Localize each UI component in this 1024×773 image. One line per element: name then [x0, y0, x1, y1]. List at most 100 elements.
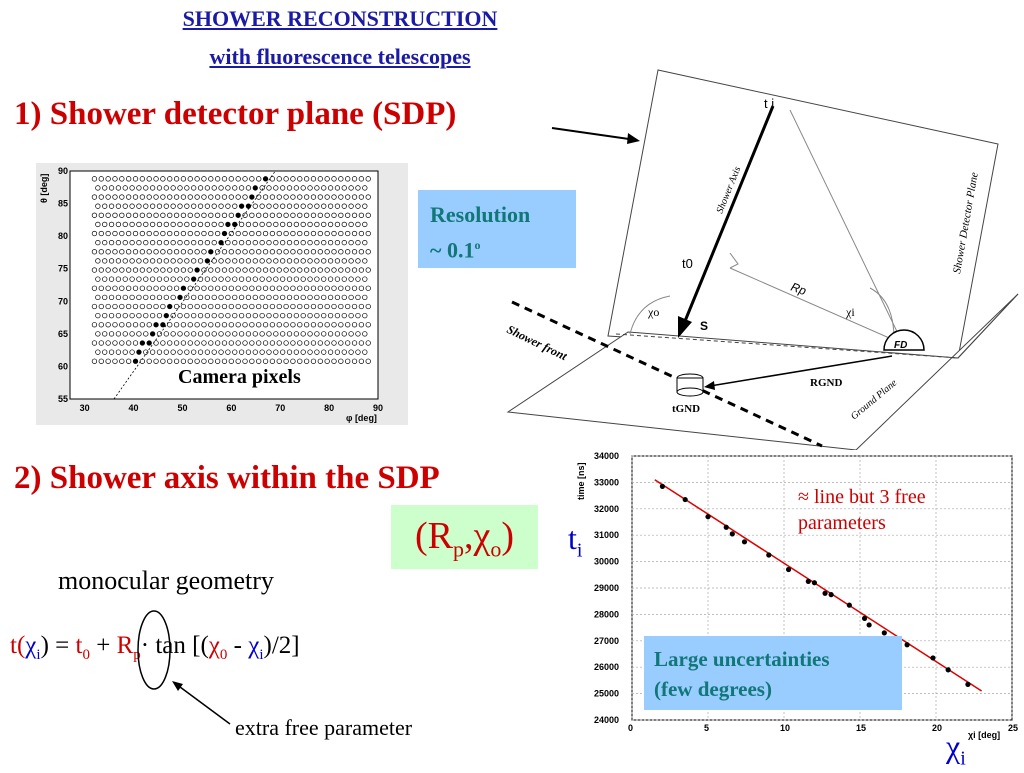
- camera-pixel: [204, 221, 211, 228]
- camera-pixel: [283, 194, 289, 200]
- camera-pixel: [194, 322, 200, 328]
- camera-pixel: [211, 294, 217, 301]
- ground-detector-icon: [676, 373, 704, 397]
- camera-pixel: [218, 185, 224, 191]
- camera-pixel: [262, 322, 269, 328]
- camera-pixel: [136, 258, 142, 264]
- camera-pixel: [201, 176, 207, 182]
- camera-pixel: [139, 322, 146, 328]
- free-parameter-marker: [137, 610, 231, 725]
- camera-pixel: [95, 203, 101, 209]
- camera-pixel: [321, 203, 327, 209]
- camera-pixel: [235, 176, 241, 182]
- camera-pixel: [122, 276, 128, 282]
- camera-pixel: [238, 294, 245, 301]
- diagram-tgnd: tGND: [672, 403, 700, 415]
- camera-pixel: [256, 212, 262, 218]
- camera-pixel: [358, 358, 365, 364]
- camera-y-tick: 85: [58, 199, 68, 209]
- camera-pixel: [191, 312, 197, 319]
- camera-pixel: [245, 185, 252, 191]
- camera-pixel: [276, 285, 282, 291]
- camera-pixel: [314, 294, 320, 301]
- camera-pixel: [341, 221, 347, 228]
- camera-pixel: [324, 194, 330, 200]
- camera-pixel: [102, 185, 108, 191]
- camera-pixel: [180, 358, 187, 364]
- camera-pixel: [180, 322, 187, 328]
- camera-pixel: [197, 331, 204, 337]
- camera-pixel: [310, 249, 317, 255]
- camera-pixel: [348, 331, 354, 337]
- time-plot-y-tick: 27000: [594, 636, 619, 646]
- params-box: (Rp,χo): [391, 505, 538, 569]
- camera-pixel: [156, 349, 163, 355]
- camera-pixel: [108, 276, 115, 282]
- camera-pixel: [334, 221, 341, 228]
- camera-pixel: [112, 249, 118, 255]
- camera-pixel: [91, 249, 98, 255]
- camera-pixel: [122, 221, 128, 228]
- camera-pixel: [184, 258, 190, 264]
- camera-pixel: [173, 303, 180, 310]
- camera-pixel: [280, 203, 286, 209]
- camera-pixel: [112, 358, 118, 364]
- camera-pixel: [163, 258, 169, 264]
- camera-pixel: [98, 176, 104, 182]
- camera-pixel: [242, 358, 248, 364]
- slide-subtitle: with fluorescence telescopes: [209, 44, 471, 69]
- camera-pixel: [266, 185, 272, 191]
- camera-pixel: [208, 267, 214, 273]
- camera-pixel: [218, 294, 224, 301]
- camera-pixel: [259, 258, 265, 264]
- time-plot-x-tick: 25: [1008, 723, 1018, 733]
- camera-caption: Camera pixels: [174, 366, 305, 389]
- camera-pixel: [348, 203, 354, 209]
- camera-pixel: [214, 322, 221, 328]
- camera-pixel: [122, 240, 128, 246]
- camera-pixel: [235, 358, 241, 364]
- camera-pixel-plot: 55 60 65 70 75 80 85 90 30 40 50 60 70 80 90 θ [deg] …: [36, 163, 408, 425]
- camera-pixel: [262, 194, 269, 200]
- camera-pixel: [225, 276, 231, 282]
- data-point: [785, 566, 792, 573]
- data-point: [805, 578, 811, 584]
- camera-pixel: [177, 185, 183, 191]
- camera-pixel: [283, 230, 289, 237]
- camera-pixel: [307, 240, 313, 246]
- time-equation: t(χi) = t0 + Rp· tan [(χ0 - χi)/2]: [10, 632, 300, 663]
- camera-pixel: [276, 176, 282, 182]
- extra-free-parameter-label: extra free parameter: [235, 715, 413, 740]
- camera-pixel: [235, 340, 241, 346]
- camera-pixel: [252, 349, 258, 355]
- camera-pixel: [173, 267, 180, 273]
- camera-pixel: [245, 331, 252, 337]
- camera-pixel: [184, 331, 190, 337]
- camera-pixel: [314, 276, 320, 282]
- camera-pixel: [334, 203, 341, 209]
- camera-pixel: [310, 230, 317, 237]
- camera-pixel: [365, 230, 371, 237]
- camera-pixel: [307, 294, 313, 301]
- camera-pixel: [115, 294, 122, 301]
- camera-pixel: [146, 194, 152, 200]
- camera-pixel: [266, 258, 272, 264]
- camera-pixel: [355, 185, 361, 191]
- camera-pixel: [197, 221, 204, 228]
- camera-pixel: [286, 312, 293, 319]
- camera-pixel: [362, 294, 368, 301]
- camera-pixel: [259, 349, 265, 355]
- camera-pixel: [324, 340, 330, 346]
- camera-pixel: [194, 340, 200, 346]
- data-point: [811, 580, 817, 586]
- camera-pixel: [173, 322, 180, 328]
- camera-pixel: [235, 322, 241, 328]
- camera-pixel: [266, 349, 272, 355]
- camera-pixel: [221, 322, 228, 328]
- camera-pixel: [310, 176, 317, 182]
- camera-pixel: [146, 230, 152, 237]
- camera-pixel: [132, 176, 139, 182]
- camera-pixel: [170, 240, 176, 246]
- camera-pixel: [139, 230, 146, 237]
- diagram-shower-front: Shower front: [505, 322, 570, 363]
